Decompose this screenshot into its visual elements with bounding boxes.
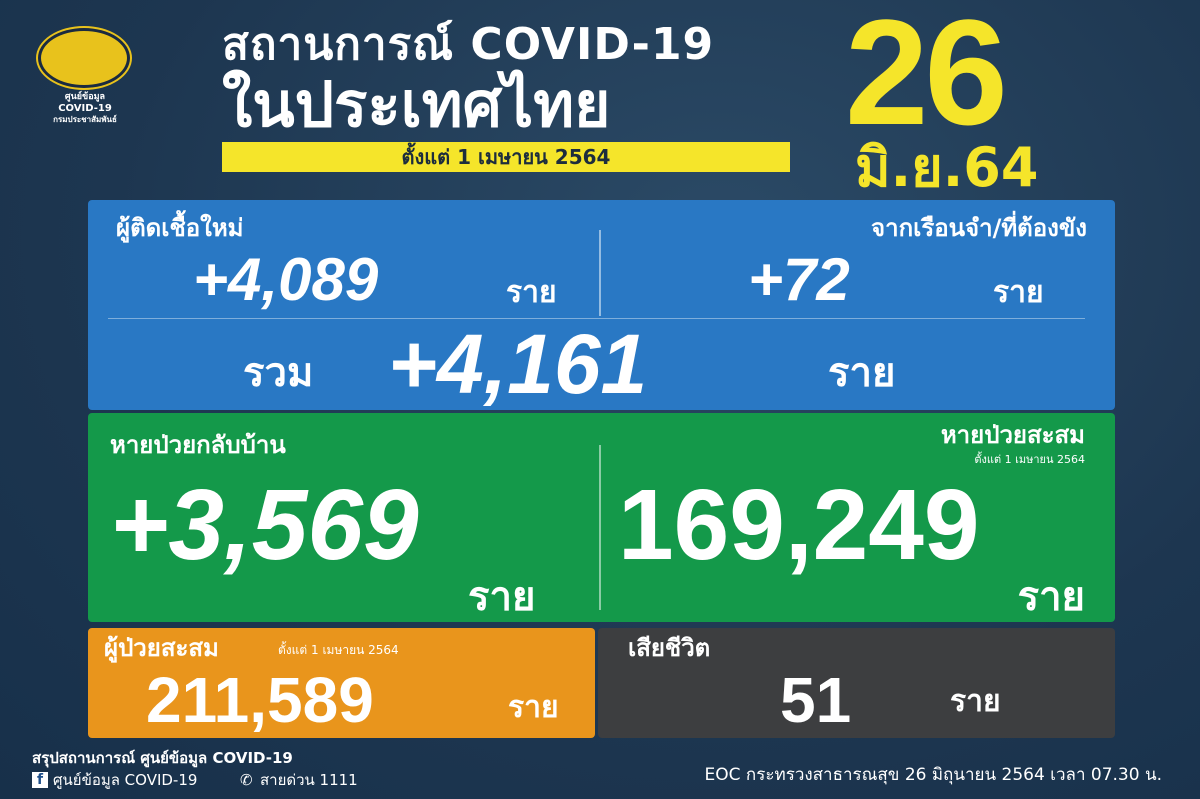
logo-text: ศูนย์ข้อมูล xyxy=(64,92,106,102)
recovered-cum-value: 169,249 xyxy=(618,469,980,581)
prison-label: จากเรือนจำ/ที่ต้องขัง xyxy=(871,214,1087,242)
cumulative-panel: ผู้ป่วยสะสม ตั้งแต่ 1 เมษายน 2564 211,58… xyxy=(88,628,595,738)
recovered-value: +3,569 xyxy=(110,469,419,581)
unit: ราย xyxy=(506,275,557,310)
logo-text: COVID-19 xyxy=(58,103,112,114)
unit: ราย xyxy=(508,690,559,725)
unit: ราย xyxy=(950,684,1001,719)
recovered-cum-label: หายป่วยสะสม xyxy=(940,421,1085,449)
divider xyxy=(108,318,1085,319)
footer-source: EOC กระทรวงสาธารณสุข 26 มิถุนายน 2564 เว… xyxy=(704,765,1162,785)
total-value: +4,161 xyxy=(388,317,648,411)
new-cases-value: +4,089 xyxy=(193,246,379,313)
footer-hotline: สายด่วน 1111 xyxy=(260,771,358,789)
unit: ราย xyxy=(993,275,1044,310)
recovered-panel: หายป่วยกลับบ้าน +3,569 ราย หายป่วยสะสม ต… xyxy=(88,413,1115,622)
facebook-icon: f xyxy=(32,772,48,788)
logo-text: กรมประชาสัมพันธ์ xyxy=(53,115,117,124)
deaths-panel: เสียชีวิต 51 ราย xyxy=(598,628,1115,738)
prison-value: +72 xyxy=(748,246,850,313)
date-day: 26 xyxy=(845,0,1008,156)
deaths-label: เสียชีวิต xyxy=(628,634,711,662)
title: สถานการณ์ COVID-19 xyxy=(222,19,715,70)
cumulative-value: 211,589 xyxy=(146,664,374,736)
since-banner: ตั้งแต่ 1 เมษายน 2564 xyxy=(222,142,790,172)
footer-summary: สรุปสถานการณ์ ศูนย์ข้อมูล COVID-19 xyxy=(32,749,293,767)
recovered-label: หายป่วยกลับบ้าน xyxy=(110,431,286,459)
cumulative-sub: ตั้งแต่ 1 เมษายน 2564 xyxy=(278,643,399,657)
total-label: รวม xyxy=(243,350,314,396)
new-cases-label: ผู้ติดเชื้อใหม่ xyxy=(116,214,244,242)
government-seal-logo xyxy=(38,28,130,88)
unit: ราย xyxy=(468,574,536,620)
deaths-value: 51 xyxy=(780,664,852,736)
date-month: มิ.ย.64 xyxy=(855,136,1039,199)
recovered-cum-sub: ตั้งแต่ 1 เมษายน 2564 xyxy=(974,453,1085,466)
new-cases-panel: ผู้ติดเชื้อใหม่ +4,089 ราย จากเรือนจำ/ที… xyxy=(88,200,1115,410)
divider xyxy=(599,445,601,610)
unit: ราย xyxy=(828,350,896,396)
divider xyxy=(599,230,601,316)
unit: ราย xyxy=(1017,574,1085,620)
footer-facebook: ศูนย์ข้อมูล COVID-19 xyxy=(53,771,198,789)
cumulative-label: ผู้ป่วยสะสม xyxy=(104,634,219,662)
title: ในประเทศไทย xyxy=(222,68,611,141)
phone-icon: ✆ xyxy=(240,771,253,789)
